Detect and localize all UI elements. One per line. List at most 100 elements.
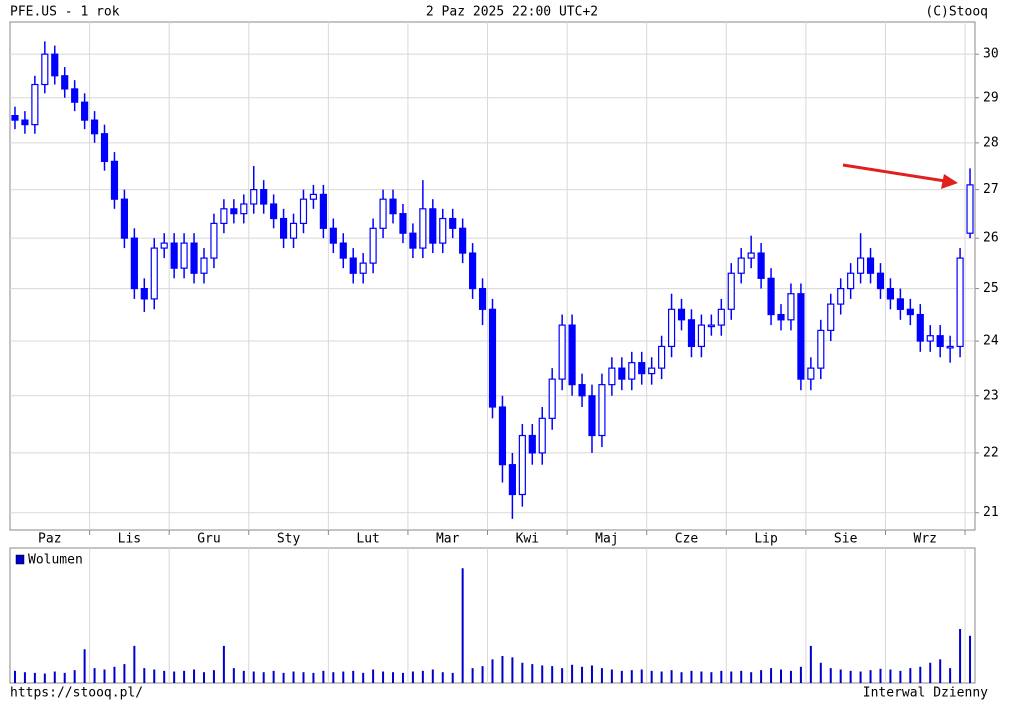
y-tick-label: 21 bbox=[983, 505, 999, 520]
volume-bar bbox=[620, 670, 623, 683]
volume-bar bbox=[730, 671, 733, 683]
candle-body bbox=[737, 257, 745, 274]
x-tick-label: Mar bbox=[436, 532, 460, 547]
candle-body bbox=[51, 53, 59, 77]
candle-body bbox=[618, 367, 626, 380]
x-tick-label: Paz bbox=[38, 532, 61, 547]
volume-bar bbox=[551, 666, 554, 683]
volume-bar bbox=[650, 670, 653, 683]
volume-bar bbox=[939, 659, 942, 683]
volume-bar bbox=[123, 664, 126, 683]
candle-body bbox=[250, 189, 258, 205]
candle-body bbox=[160, 242, 168, 249]
y-tick-label: 28 bbox=[983, 135, 999, 150]
volume-bar bbox=[531, 664, 534, 683]
volume-bar bbox=[13, 670, 16, 683]
candle-body bbox=[677, 308, 686, 321]
candle-body bbox=[528, 434, 536, 454]
volume-bar bbox=[561, 668, 564, 683]
candle-body bbox=[299, 198, 308, 224]
candle-body bbox=[449, 217, 457, 229]
candle-body bbox=[658, 345, 666, 369]
candle-body bbox=[130, 237, 138, 290]
candle-body bbox=[488, 308, 497, 408]
volume-bar bbox=[143, 668, 146, 683]
volume-bar bbox=[700, 671, 703, 683]
candle-body bbox=[409, 232, 417, 249]
volume-bar bbox=[571, 664, 574, 683]
volume-bar bbox=[929, 662, 932, 683]
volume-bar bbox=[43, 673, 46, 683]
x-tick-label: Lut bbox=[356, 532, 379, 547]
volume-bar bbox=[103, 669, 106, 683]
candle-body bbox=[508, 464, 516, 496]
candle-body bbox=[110, 160, 119, 200]
candle-body bbox=[797, 293, 805, 380]
volume-bar bbox=[332, 672, 335, 683]
volume-bar bbox=[909, 668, 912, 683]
candle-body bbox=[200, 257, 208, 274]
candle-body bbox=[717, 308, 725, 326]
volume-bar bbox=[183, 670, 186, 683]
x-tick-label: Sie bbox=[834, 532, 858, 547]
source: (C)Stooq bbox=[925, 5, 988, 20]
candle-body bbox=[279, 217, 288, 239]
y-tick-label: 30 bbox=[983, 47, 999, 62]
volume-bar bbox=[33, 672, 36, 683]
volume-bar bbox=[710, 672, 713, 683]
candle-body bbox=[946, 345, 954, 349]
volume-bar bbox=[163, 670, 166, 683]
volume-bar bbox=[799, 666, 802, 683]
candle-body bbox=[956, 257, 964, 348]
volume-bar bbox=[392, 672, 395, 683]
candle-body bbox=[41, 53, 49, 86]
candle-body bbox=[260, 189, 268, 205]
volume-bar bbox=[640, 669, 643, 683]
candle-body bbox=[558, 324, 566, 380]
x-tick-label: Lis bbox=[118, 532, 141, 547]
candle-body bbox=[857, 257, 865, 274]
candle-body bbox=[697, 324, 706, 348]
candle-body bbox=[608, 367, 616, 386]
volume-bar bbox=[252, 671, 255, 683]
x-tick-label: Lip bbox=[754, 532, 778, 547]
volume-bar bbox=[789, 670, 792, 683]
candle-body bbox=[906, 308, 914, 316]
footer-link: https://stooq.pl/ bbox=[10, 686, 143, 701]
candle-body bbox=[81, 101, 89, 121]
marks bbox=[11, 41, 974, 683]
volume-bar bbox=[780, 669, 783, 683]
chart-title: PFE.US - 1 rok bbox=[10, 5, 120, 20]
volume-bar bbox=[491, 659, 494, 683]
volume-bar bbox=[919, 666, 922, 683]
volume-bar bbox=[372, 669, 375, 683]
candle-body bbox=[847, 272, 855, 290]
volume-bar bbox=[501, 656, 504, 683]
volume-bar bbox=[272, 670, 275, 683]
volume-bar bbox=[212, 670, 215, 683]
candle-body bbox=[150, 247, 158, 300]
y-tick-label: 24 bbox=[983, 334, 999, 349]
volume-bar bbox=[680, 672, 683, 683]
volume-bar bbox=[809, 645, 812, 683]
volume-bar bbox=[342, 671, 345, 683]
volume-bar bbox=[481, 666, 484, 683]
volume-bar bbox=[431, 669, 434, 683]
candle-body bbox=[966, 184, 974, 234]
volume-bar bbox=[441, 672, 444, 683]
volume-bar bbox=[222, 645, 225, 683]
volume-bar bbox=[899, 670, 902, 683]
volume-bar bbox=[382, 671, 385, 683]
candle-body bbox=[31, 83, 39, 126]
y-tick-label: 27 bbox=[983, 182, 999, 197]
candle-body bbox=[866, 257, 875, 274]
candle-body bbox=[270, 203, 278, 220]
volume-bar bbox=[720, 670, 723, 683]
candle-body bbox=[936, 335, 944, 348]
candle-body bbox=[120, 198, 128, 239]
candle-body bbox=[538, 417, 546, 454]
candle-body bbox=[230, 208, 238, 215]
volume-bar bbox=[451, 672, 454, 683]
